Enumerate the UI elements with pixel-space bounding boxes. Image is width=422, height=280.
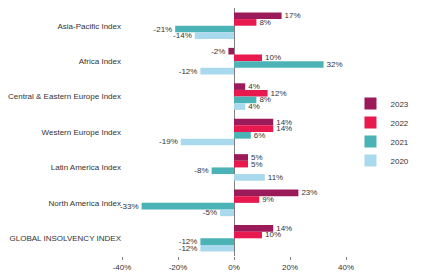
svg-text:-12%: -12% [179,237,198,246]
svg-text:6%: 6% [254,131,266,140]
svg-text:17%: 17% [285,11,301,20]
svg-text:5%: 5% [251,153,263,162]
svg-text:2021: 2021 [390,138,408,147]
svg-text:0%: 0% [228,263,240,272]
svg-text:-2%: -2% [211,47,225,56]
svg-text:2022: 2022 [390,119,408,128]
svg-text:-12%: -12% [179,244,198,253]
svg-text:Central & Eastern Europe Index: Central & Eastern Europe Index [8,92,121,101]
svg-text:-5%: -5% [203,208,217,217]
svg-text:-14%: -14% [173,31,192,40]
svg-text:North America Index: North America Index [49,199,121,208]
svg-text:23%: 23% [301,188,317,197]
svg-text:4%: 4% [248,82,260,91]
svg-text:-33%: -33% [120,202,139,211]
svg-text:Western Europe Index: Western Europe Index [42,128,121,137]
svg-text:10%: 10% [265,53,281,62]
svg-text:9%: 9% [262,195,274,204]
svg-text:14%: 14% [276,224,292,233]
svg-text:-20%: -20% [169,263,188,272]
svg-text:5%: 5% [251,160,263,169]
svg-text:8%: 8% [259,18,271,27]
svg-text:2023: 2023 [390,100,408,109]
svg-text:-21%: -21% [154,25,173,34]
svg-text:Africa Index: Africa Index [79,57,121,66]
svg-text:14%: 14% [276,118,292,127]
svg-text:GLOBAL INSOLVENCY INDEX: GLOBAL INSOLVENCY INDEX [10,234,122,243]
svg-text:-8%: -8% [194,166,208,175]
svg-text:11%: 11% [268,173,283,182]
svg-text:10%: 10% [265,230,281,239]
svg-text:20%: 20% [282,263,298,272]
svg-text:2020: 2020 [390,157,408,166]
svg-text:4%: 4% [248,102,260,111]
svg-text:-19%: -19% [159,137,178,146]
svg-text:14%: 14% [276,124,292,133]
svg-text:40%: 40% [338,263,354,272]
svg-text:-40%: -40% [113,263,132,272]
svg-text:Latin America Index: Latin America Index [51,163,121,172]
svg-text:32%: 32% [327,60,343,69]
svg-text:12%: 12% [271,89,287,98]
svg-text:-12%: -12% [179,67,198,76]
svg-text:8%: 8% [259,95,271,104]
svg-text:Asia-Pacific Index: Asia-Pacific Index [57,22,121,31]
